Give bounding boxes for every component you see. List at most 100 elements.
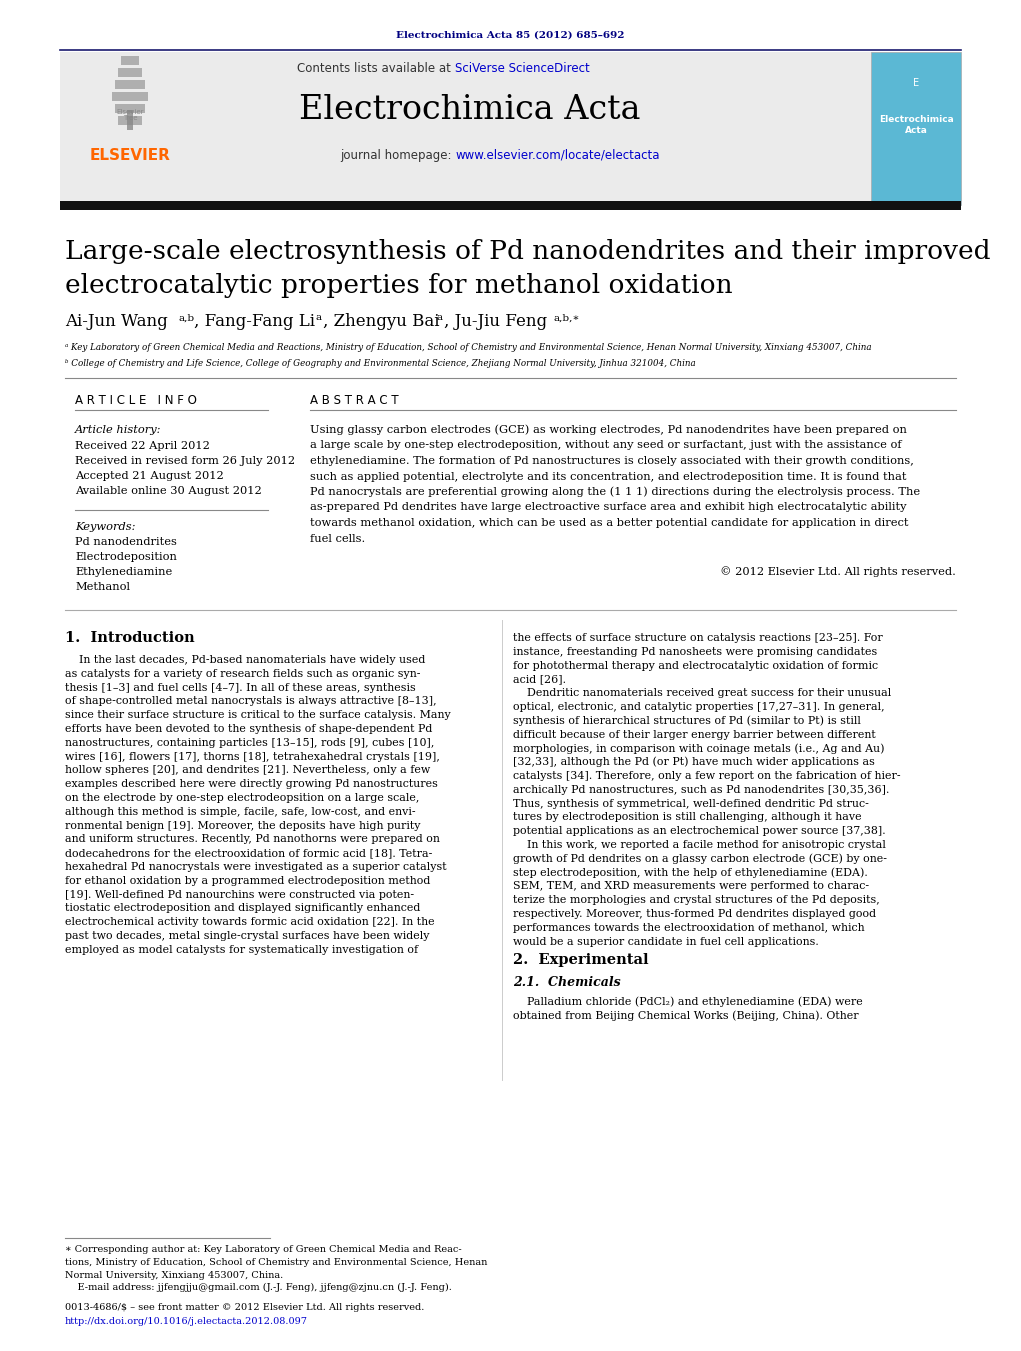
- Text: ronmental benign [19]. Moreover, the deposits have high purity: ronmental benign [19]. Moreover, the dep…: [65, 820, 421, 831]
- Text: terize the morphologies and crystal structures of the Pd deposits,: terize the morphologies and crystal stru…: [513, 896, 880, 905]
- Text: fuel cells.: fuel cells.: [310, 534, 366, 543]
- Text: a large scale by one-step electrodeposition, without any seed or surfactant, jus: a large scale by one-step electrodeposit…: [310, 440, 902, 450]
- Text: 0013-4686/$ – see front matter © 2012 Elsevier Ltd. All rights reserved.: 0013-4686/$ – see front matter © 2012 El…: [65, 1302, 425, 1312]
- Text: for ethanol oxidation by a programmed electrodeposition method: for ethanol oxidation by a programmed el…: [65, 875, 431, 886]
- Text: electrocatalytic properties for methanol oxidation: electrocatalytic properties for methanol…: [65, 273, 733, 297]
- Text: Methanol: Methanol: [75, 582, 130, 592]
- Text: ∗ Corresponding author at: Key Laboratory of Green Chemical Media and Reac-: ∗ Corresponding author at: Key Laborator…: [65, 1246, 461, 1255]
- Text: tions, Ministry of Education, School of Chemistry and Environmental Science, Hen: tions, Ministry of Education, School of …: [65, 1258, 487, 1267]
- Text: employed as model catalysts for systematically investigation of: employed as model catalysts for systemat…: [65, 944, 419, 955]
- Text: growth of Pd dendrites on a glassy carbon electrode (GCE) by one-: growth of Pd dendrites on a glassy carbo…: [513, 854, 887, 865]
- Text: a: a: [315, 313, 322, 323]
- Text: journal homepage:: journal homepage:: [340, 149, 455, 162]
- Bar: [112, 92, 148, 101]
- Text: In the last decades, Pd-based nanomaterials have widely used: In the last decades, Pd-based nanomateri…: [65, 655, 426, 665]
- Text: http://dx.doi.org/10.1016/j.electacta.2012.08.097: http://dx.doi.org/10.1016/j.electacta.20…: [65, 1316, 308, 1325]
- Text: catalysts [34]. Therefore, only a few report on the fabrication of hier-: catalysts [34]. Therefore, only a few re…: [513, 771, 901, 781]
- Text: difficult because of their larger energy barrier between different: difficult because of their larger energy…: [513, 730, 876, 739]
- Text: Keywords:: Keywords:: [75, 521, 136, 532]
- Text: Electrochimica
Acta: Electrochimica Acta: [879, 115, 954, 135]
- Text: acid [26].: acid [26].: [513, 674, 566, 685]
- Text: Ethylenediamine: Ethylenediamine: [75, 567, 173, 577]
- Text: hexahedral Pd nanocrystals were investigated as a superior catalyst: hexahedral Pd nanocrystals were investig…: [65, 862, 446, 871]
- Bar: [115, 80, 145, 89]
- Text: SciVerse ScienceDirect: SciVerse ScienceDirect: [455, 62, 590, 74]
- Text: the effects of surface structure on catalysis reactions [23–25]. For: the effects of surface structure on cata…: [513, 634, 883, 643]
- Text: synthesis of hierarchical structures of Pd (similar to Pt) is still: synthesis of hierarchical structures of …: [513, 716, 861, 725]
- Text: Using glassy carbon electrodes (GCE) as working electrodes, Pd nanodendrites hav: Using glassy carbon electrodes (GCE) as …: [310, 424, 907, 435]
- Text: Available online 30 August 2012: Available online 30 August 2012: [75, 486, 261, 496]
- Text: Electrochimica Acta 85 (2012) 685–692: Electrochimica Acta 85 (2012) 685–692: [396, 31, 624, 39]
- Text: wires [16], flowers [17], thorns [18], tetrahexahedral crystals [19],: wires [16], flowers [17], thorns [18], t…: [65, 751, 440, 762]
- Text: Accepted 21 August 2012: Accepted 21 August 2012: [75, 471, 224, 481]
- Text: efforts have been devoted to the synthesis of shape-dependent Pd: efforts have been devoted to the synthes…: [65, 724, 432, 734]
- Text: [19]. Well-defined Pd nanourchins were constructed via poten-: [19]. Well-defined Pd nanourchins were c…: [65, 889, 415, 900]
- Text: morphologies, in comparison with coinage metals (i.e., Ag and Au): morphologies, in comparison with coinage…: [513, 743, 884, 754]
- Text: Received 22 April 2012: Received 22 April 2012: [75, 440, 210, 451]
- Text: potential applications as an electrochemical power source [37,38].: potential applications as an electrochem…: [513, 827, 885, 836]
- Text: Large-scale electrosynthesis of Pd nanodendrites and their improved: Large-scale electrosynthesis of Pd nanod…: [65, 239, 990, 265]
- Bar: [118, 116, 142, 126]
- Text: optical, electronic, and catalytic properties [17,27–31]. In general,: optical, electronic, and catalytic prope…: [513, 703, 884, 712]
- Text: nanostructures, containing particles [13–15], rods [9], cubes [10],: nanostructures, containing particles [13…: [65, 738, 434, 748]
- Text: Pd nanocrystals are preferential growing along the (1 1 1) directions during the: Pd nanocrystals are preferential growing…: [310, 486, 920, 497]
- Text: thesis [1–3] and fuel cells [4–7]. In all of these areas, synthesis: thesis [1–3] and fuel cells [4–7]. In al…: [65, 682, 416, 693]
- Text: E-mail address: jjfengjju@gmail.com (J.-J. Feng), jjfeng@zjnu.cn (J.-J. Feng).: E-mail address: jjfengjju@gmail.com (J.-…: [65, 1283, 452, 1292]
- Text: past two decades, metal single-crystal surfaces have been widely: past two decades, metal single-crystal s…: [65, 931, 430, 942]
- Text: instance, freestanding Pd nanosheets were promising candidates: instance, freestanding Pd nanosheets wer…: [513, 647, 877, 657]
- Text: a,b: a,b: [178, 313, 194, 323]
- Text: Palladium chloride (PdCl₂) and ethylenediamine (EDA) were: Palladium chloride (PdCl₂) and ethylened…: [513, 997, 863, 1008]
- Text: Electrodeposition: Electrodeposition: [75, 553, 177, 562]
- Bar: [118, 68, 142, 77]
- Text: Normal University, Xinxiang 453007, China.: Normal University, Xinxiang 453007, Chin…: [65, 1270, 283, 1279]
- Text: towards methanol oxidation, which can be used as a better potential candidate fo: towards methanol oxidation, which can be…: [310, 517, 909, 528]
- Text: Pd nanodendrites: Pd nanodendrites: [75, 536, 177, 547]
- Text: www.elsevier.com/locate/electacta: www.elsevier.com/locate/electacta: [455, 149, 660, 162]
- Text: tiostatic electrodeposition and displayed significantly enhanced: tiostatic electrodeposition and displaye…: [65, 904, 421, 913]
- Text: Received in revised form 26 July 2012: Received in revised form 26 July 2012: [75, 457, 295, 466]
- Text: 1.  Introduction: 1. Introduction: [65, 631, 195, 644]
- Text: on the electrode by one-step electrodeopsition on a large scale,: on the electrode by one-step electrodeop…: [65, 793, 420, 802]
- Text: ELSEVIER: ELSEVIER: [90, 147, 171, 162]
- Text: as catalysts for a variety of research fields such as organic syn-: as catalysts for a variety of research f…: [65, 669, 421, 678]
- Text: E: E: [913, 78, 919, 88]
- Text: tures by electrodeposition is still challenging, although it have: tures by electrodeposition is still chal…: [513, 812, 862, 823]
- Text: Electrochimica Acta: Electrochimica Acta: [299, 95, 641, 126]
- Text: A B S T R A C T: A B S T R A C T: [310, 393, 398, 407]
- Bar: [115, 104, 145, 113]
- Text: a,b,∗: a,b,∗: [553, 313, 579, 323]
- Text: a: a: [436, 313, 442, 323]
- Text: A R T I C L E   I N F O: A R T I C L E I N F O: [75, 393, 197, 407]
- Text: and uniform structures. Recently, Pd nanothorns were prepared on: and uniform structures. Recently, Pd nan…: [65, 835, 440, 844]
- Bar: [127, 109, 133, 130]
- Text: would be a superior candidate in fuel cell applications.: would be a superior candidate in fuel ce…: [513, 936, 819, 947]
- Bar: [871, 51, 961, 205]
- Text: © 2012 Elsevier Ltd. All rights reserved.: © 2012 Elsevier Ltd. All rights reserved…: [720, 566, 956, 577]
- Text: electrochemical activity towards formic acid oxidation [22]. In the: electrochemical activity towards formic …: [65, 917, 435, 927]
- Text: Dendritic nanomaterials received great success for their unusual: Dendritic nanomaterials received great s…: [513, 688, 891, 698]
- Text: , Ju-Jiu Feng: , Ju-Jiu Feng: [444, 313, 547, 331]
- Bar: [60, 201, 961, 209]
- Text: , Zhengyu Bai: , Zhengyu Bai: [323, 313, 439, 331]
- Text: Article history:: Article history:: [75, 426, 161, 435]
- Bar: [60, 51, 961, 205]
- Text: Elsevier
Tree: Elsevier Tree: [116, 108, 144, 122]
- Text: SEM, TEM, and XRD measurements were performed to charac-: SEM, TEM, and XRD measurements were perf…: [513, 881, 869, 892]
- Bar: [121, 55, 139, 65]
- Text: In this work, we reported a facile method for anisotropic crystal: In this work, we reported a facile metho…: [513, 840, 886, 850]
- Text: as-prepared Pd dendrites have large electroactive surface area and exhibit high : as-prepared Pd dendrites have large elec…: [310, 503, 907, 512]
- Text: 2.1.  Chemicals: 2.1. Chemicals: [513, 975, 621, 989]
- Text: examples described here were directly growing Pd nanostructures: examples described here were directly gr…: [65, 780, 438, 789]
- Text: Ai-Jun Wang: Ai-Jun Wang: [65, 313, 167, 331]
- Text: obtained from Beijing Chemical Works (Beijing, China). Other: obtained from Beijing Chemical Works (Be…: [513, 1011, 859, 1021]
- Text: Thus, synthesis of symmetrical, well-defined dendritic Pd struc-: Thus, synthesis of symmetrical, well-def…: [513, 798, 869, 809]
- Text: 2.  Experimental: 2. Experimental: [513, 952, 648, 967]
- Text: dodecahedrons for the electrooxidation of formic acid [18]. Tetra-: dodecahedrons for the electrooxidation o…: [65, 848, 432, 858]
- Text: although this method is simple, facile, safe, low-cost, and envi-: although this method is simple, facile, …: [65, 807, 416, 817]
- Text: performances towards the electrooxidation of methanol, which: performances towards the electrooxidatio…: [513, 923, 865, 932]
- Text: [32,33], although the Pd (or Pt) have much wider applications as: [32,33], although the Pd (or Pt) have mu…: [513, 757, 875, 767]
- Text: ᵇ College of Chemistry and Life Science, College of Geography and Environmental : ᵇ College of Chemistry and Life Science,…: [65, 358, 695, 367]
- Text: hollow spheres [20], and dendrites [21]. Nevertheless, only a few: hollow spheres [20], and dendrites [21].…: [65, 766, 430, 775]
- Text: such as applied potential, electrolyte and its concentration, and electrodeposit: such as applied potential, electrolyte a…: [310, 471, 907, 481]
- Text: archically Pd nanostructures, such as Pd nanodendrites [30,35,36].: archically Pd nanostructures, such as Pd…: [513, 785, 889, 794]
